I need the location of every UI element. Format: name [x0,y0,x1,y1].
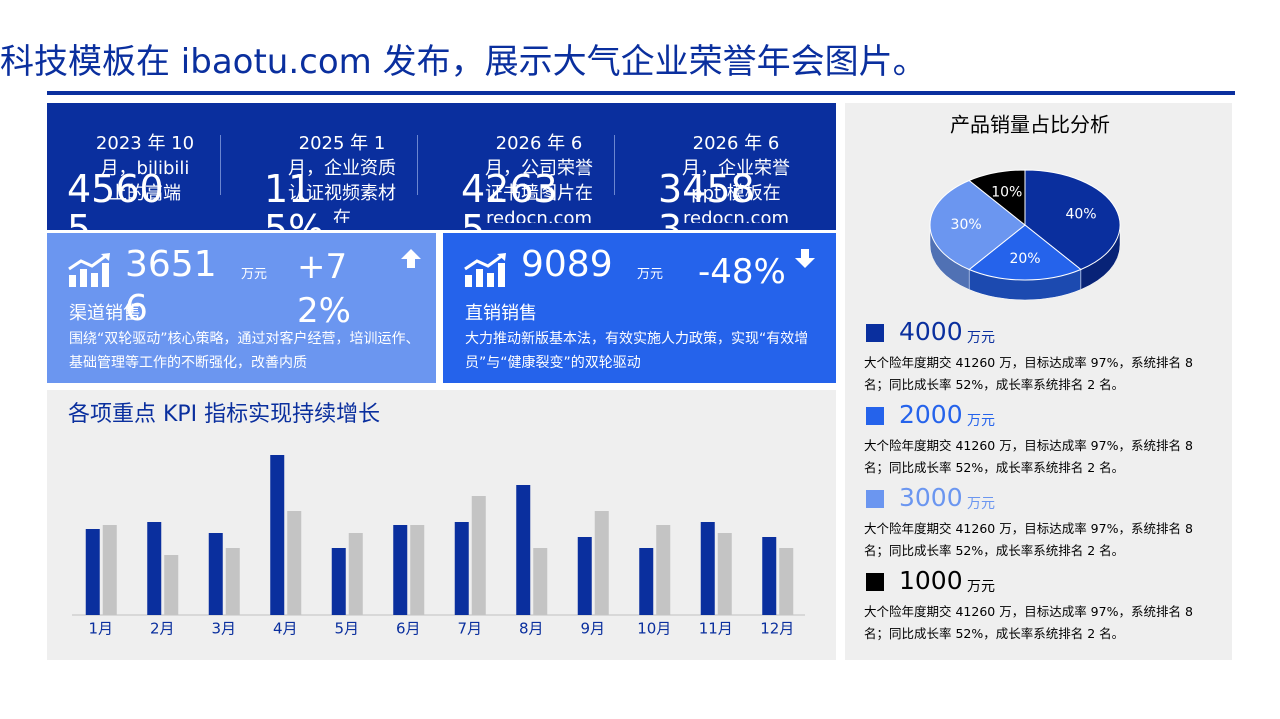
pie-slice [929,179,1026,271]
card-value: 9089 [521,244,613,285]
bar [471,496,486,615]
stat-value: 42635 [461,167,558,230]
bar [85,529,100,615]
divider [614,135,615,195]
card-desc: 大力推动新版基本法，有效实施人力政策，实现“有效增员”与“健康裂变”的双轮驱动 [465,331,809,371]
trend-arrow [401,249,421,273]
bar [577,537,592,615]
x-tick-label: 9月 [580,620,605,638]
x-tick-label: 7月 [457,620,482,638]
x-tick-label: 2月 [150,620,175,638]
pie-slice [1024,169,1121,271]
bar [533,548,548,615]
bar [225,548,240,615]
bar [348,533,363,615]
x-tick-label: 3月 [211,620,236,638]
legend-unit: 万元 [967,413,995,429]
legend-value: 3000 [899,483,963,512]
legend-desc: 大个险年度期交 41260 万，目标达成率 97%，系统排名 8 名；同比成长率… [864,521,1193,558]
pie-slice [968,169,1026,227]
x-tick-label: 4月 [273,620,298,638]
bar [639,548,654,615]
stats-panel: 2023 年 10 月，bilibili 上的高端 45605 2025 年 1 月… [47,103,836,230]
x-tick-label: 5月 [334,620,359,638]
pie-title: 产品销量占比分析 [950,113,1110,137]
x-tick-label: 10月 [637,620,671,638]
legend-unit: 万元 [967,330,995,346]
bar [410,525,425,615]
card-label: 渠道销售 [69,303,141,324]
pie-label: 10% [991,185,1022,201]
title-rule [47,91,1235,95]
card-unit: 万元 [637,267,664,282]
legend-swatch [866,407,884,425]
x-tick-label: 6月 [396,620,421,638]
bar-title: 各项重点 KPI 指标实现持续增长 [68,402,380,427]
card-change: -48% [698,252,786,292]
bar [270,455,285,615]
card-unit: 万元 [241,267,268,282]
trend-arrow [795,249,815,273]
page-title: 科技模板在 ibaotu.com 发布，展示大气企业荣誉年会图片。 [0,42,927,82]
bar [594,511,609,615]
icon-box [463,253,509,293]
bar [164,555,179,615]
bar [393,525,408,615]
divider [417,135,418,195]
bar [454,522,469,615]
bar [208,533,223,615]
bar [717,533,732,615]
stat-label: 2026 年 6 月，企业荣誉 ppt 模板在 redocn.com [682,133,790,223]
stat-value: 45605 [67,167,164,230]
legend-desc: 大个险年度期交 41260 万，目标达成率 97%，系统排名 8 名；同比成长率… [864,604,1193,641]
legend-unit: 万元 [967,496,995,512]
pie-label: 30% [951,217,982,233]
legend-swatch [866,490,884,508]
up-arrow [401,249,421,268]
legend-desc: 大个险年度期交 41260 万，目标达成率 97%，系统排名 8 名；同比成长率… [864,438,1193,475]
bar [656,525,671,615]
bar [762,537,777,615]
bar [147,522,162,615]
card-desc: 围绕“双轮驱动”核心策略，通过对客户经营，培训运作、基础管理等工作的不断强化，改… [69,331,420,371]
stat-label: 2026 年 6 月，公司荣誉证书墙图片在 redocn.com 展示，包括公司… [485,133,593,223]
card: 9089 万元 -48% 直销销售大力推动新版基本法，有效实施人力政策，实现“有效增员… [443,233,836,383]
x-tick-label: 12月 [760,620,794,638]
card-label: 直销销售 [465,303,537,324]
pie-slice [968,224,1082,281]
legend-value: 4000 [899,317,963,346]
divider [220,135,221,195]
bar [102,525,117,615]
down-arrow [795,249,815,268]
pie-label: 20% [1009,251,1040,267]
x-tick-label: 11月 [699,620,733,638]
bar [779,548,794,615]
growth-icon [464,253,506,287]
legend-desc: 大个险年度期交 41260 万，目标达成率 97%，系统排名 8 名；同比成长率… [864,355,1193,392]
legend-value: 2000 [899,400,963,429]
x-tick-label: 8月 [519,620,544,638]
card: 36516 万元 +72% 渠道销售围绕“双轮驱动”核心策略，通过对客户经营，培训运作… [47,233,436,383]
legend-swatch [866,573,884,591]
growth-icon [68,253,110,287]
legend-value: 1000 [899,566,963,595]
bar [516,485,531,615]
x-tick-label: 1月 [88,620,113,638]
icon-box [67,253,113,293]
legend-unit: 万元 [967,579,995,595]
stat-value: 115% [264,167,325,230]
bar [331,548,346,615]
card-change: +72% [297,247,351,331]
stat-label: 2025 年 1 月，企业资质认证视频素材在 [288,133,396,223]
pie-label: 40% [1065,206,1096,222]
stat-label: 2023 年 10 月，bilibili 上的高端 [95,133,195,204]
card-value: 36516 [125,244,217,329]
legend-swatch [866,324,884,342]
bar [700,522,715,615]
bar [287,511,302,615]
stat-value: 34583 [658,167,755,230]
